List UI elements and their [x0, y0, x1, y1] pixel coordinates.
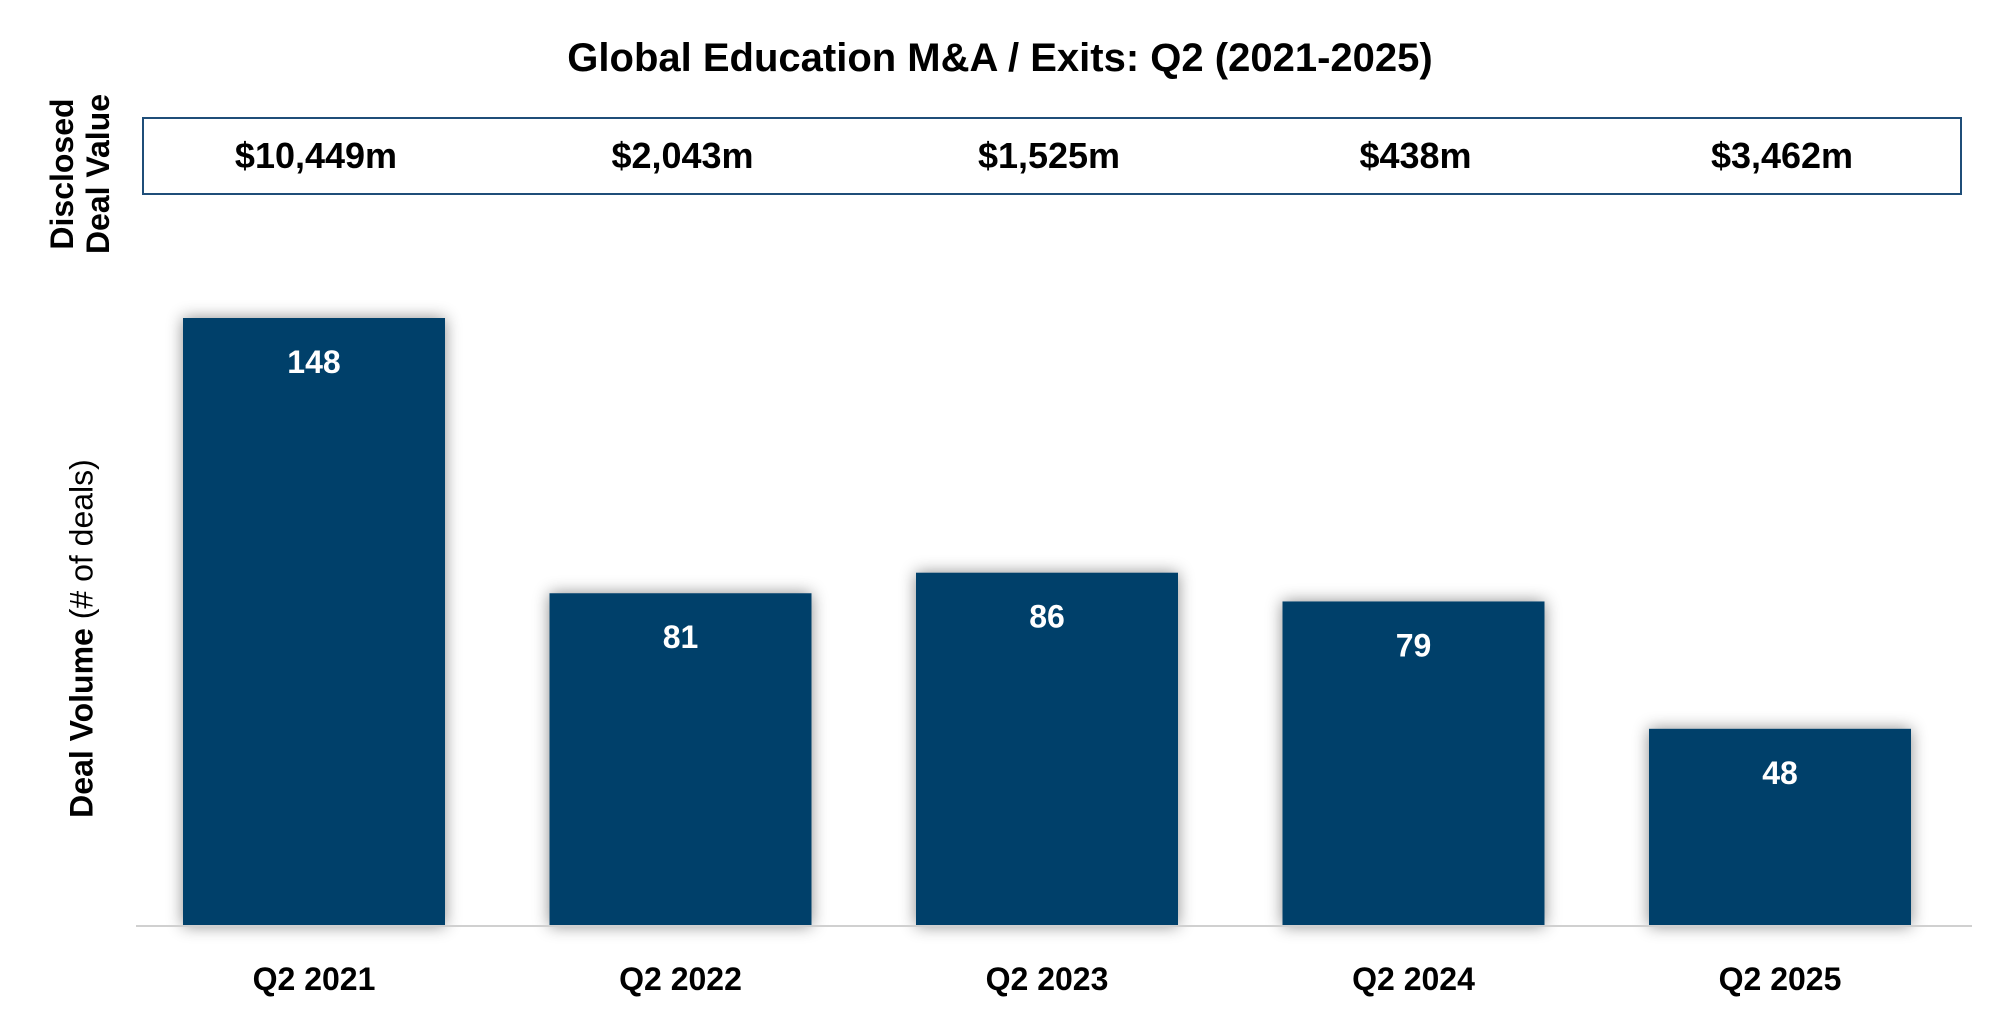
disclosed-deal-value-box: $10,449m $2,043m $1,525m $438m $3,462m	[142, 117, 1962, 195]
bar-q2-2021	[183, 318, 445, 926]
data-label: 81	[663, 619, 699, 655]
data-label: 48	[1762, 755, 1798, 791]
disclosed-deal-value: $10,449m	[234, 135, 398, 176]
x-tick-labels: Q2 2021 Q2 2022 Q2 2023 Q2 2024 Q2 2025	[253, 961, 1842, 997]
x-tick-label: Q2 2021	[253, 961, 376, 997]
disclosed-deal-value: $2,043m	[611, 135, 754, 176]
x-tick-label: Q2 2022	[619, 961, 742, 997]
bar-q2-2025	[1649, 728, 1911, 926]
data-label: 86	[1029, 599, 1065, 635]
data-label: 148	[287, 344, 340, 380]
disclosed-deal-value: $1,525m	[977, 135, 1121, 176]
x-tick-label: Q2 2024	[1352, 961, 1475, 997]
bar-q2-2024	[1282, 601, 1545, 926]
chart-title: Global Education M&A / Exits: Q2 (2021-2…	[567, 36, 1433, 80]
bar-q2-2022	[549, 593, 812, 926]
x-tick-label: Q2 2023	[986, 961, 1109, 997]
disclosed-deal-value: $438m	[1359, 135, 1472, 176]
data-label: 79	[1396, 627, 1432, 663]
disclosed-deal-value: $3,462m	[1710, 135, 1854, 176]
x-tick-label: Q2 2025	[1719, 961, 1842, 997]
bars-group: 148 81 86 79 48	[183, 318, 1911, 926]
bar-q2-2023	[916, 572, 1178, 926]
